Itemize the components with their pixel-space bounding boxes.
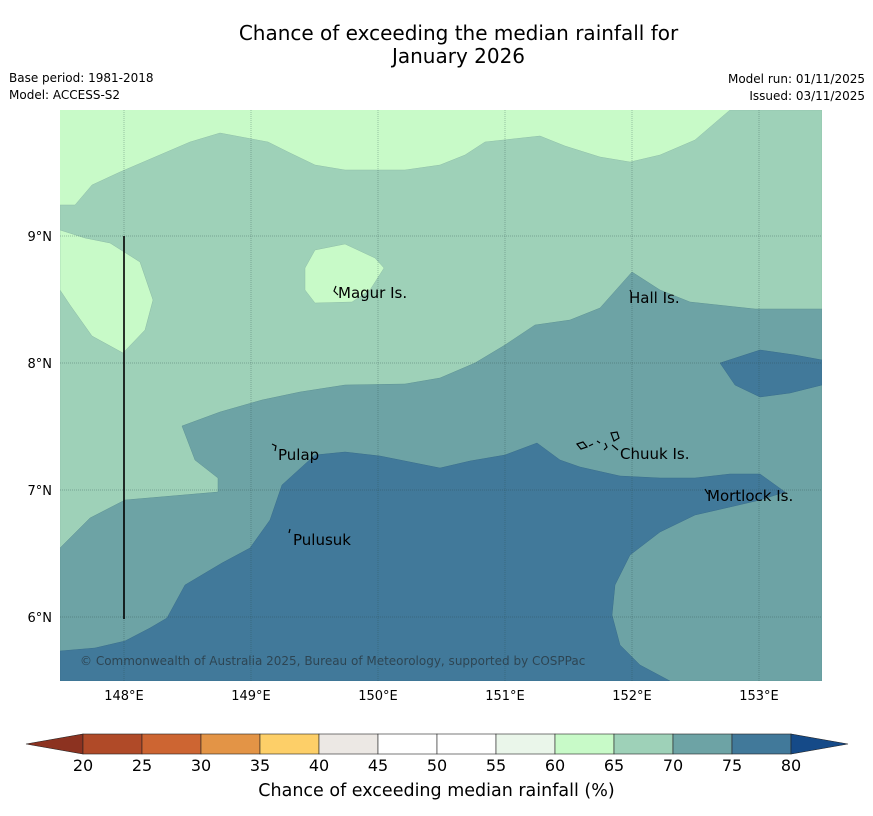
issued-text: Issued: 03/11/2025 — [749, 89, 865, 103]
lat-tick-6n: 6°N — [28, 611, 53, 626]
island-pulap — [271, 443, 277, 452]
zone-75-80-south — [60, 442, 786, 681]
colorbar-tick-label: 20 — [73, 756, 93, 775]
colorbar-extend-high — [790, 733, 849, 755]
copyright-text: © Commonwealth of Australia 2025, Bureau… — [80, 654, 585, 668]
colorbar-segment — [377, 733, 438, 755]
place-mortlock: Mortlock Is. — [707, 487, 793, 505]
lat-tick-7n: 7°N — [28, 484, 53, 499]
map-panel: Magur Is. Hall Is. Pulap Chuuk Is. Mortl… — [60, 110, 822, 681]
lon-tick-150e: 150°E — [358, 689, 398, 704]
base-period-text: Base period: 1981-2018 — [9, 71, 154, 85]
colorbar-label: Chance of exceeding median rainfall (%) — [258, 781, 615, 801]
colorbar-segment — [82, 733, 143, 755]
lon-tick-148e: 148°E — [104, 689, 144, 704]
lat-tick-8n: 8°N — [28, 357, 53, 372]
colorbar-extend-low — [25, 733, 84, 755]
meta-right: Model run: 01/11/2025 Issued: 03/11/2025 — [728, 71, 865, 105]
colorbar-tick-label: 80 — [781, 756, 801, 775]
colorbar-segment — [731, 733, 792, 755]
lat-gridlines — [60, 235, 822, 618]
colorbar-segment — [436, 733, 497, 755]
model-text: Model: ACCESS-S2 — [9, 88, 121, 102]
lat-tick-9n: 9°N — [28, 230, 53, 245]
place-chuuk: Chuuk Is. — [620, 445, 689, 463]
colorbar-tick-label: 40 — [309, 756, 329, 775]
colorbar-tick-label: 55 — [486, 756, 506, 775]
colorbar-tick-label: 65 — [604, 756, 624, 775]
colorbar-tick-label: 35 — [250, 756, 270, 775]
title-line-2: January 2026 — [391, 44, 526, 68]
zone-60-65-magur — [304, 243, 385, 304]
colorbar-tick-label: 75 — [722, 756, 742, 775]
colorbar-segment — [259, 733, 320, 755]
colorbar-segment — [613, 733, 674, 755]
islands — [271, 285, 709, 534]
colorbar-segment — [554, 733, 615, 755]
map-title: Chance of exceeding the median rainfall … — [0, 22, 873, 68]
lon-tick-153e: 153°E — [739, 689, 779, 704]
colorbar-tick-label: 60 — [545, 756, 565, 775]
meta-left: Base period: 1981-2018 Model: ACCESS-S2 — [9, 70, 154, 104]
colorbar-segment — [495, 733, 556, 755]
chuuk-atoll — [575, 431, 620, 451]
island-hall — [629, 289, 632, 293]
colorbar-segment — [318, 733, 379, 755]
colorbar-segment — [672, 733, 733, 755]
island-magur — [333, 285, 339, 296]
colorbar-tick-label: 50 — [427, 756, 447, 775]
lon-tick-151e: 151°E — [485, 689, 525, 704]
colorbar-tick-label: 70 — [663, 756, 683, 775]
title-line-1: Chance of exceeding the median rainfall … — [238, 21, 679, 45]
colorbar-segment — [200, 733, 261, 755]
lon-tick-labels: 148°E 149°E 150°E 151°E 152°E 153°E — [104, 689, 779, 704]
zone-75-80-east — [719, 349, 822, 398]
colorbar-tick-label: 25 — [132, 756, 152, 775]
place-pulap: Pulap — [278, 446, 319, 464]
colorbar: 20 25 30 35 40 45 50 55 60 65 70 75 80 — [25, 733, 849, 775]
island-mortlock — [704, 488, 709, 495]
lon-tick-152e: 152°E — [612, 689, 652, 704]
colorbar-tick-label: 45 — [368, 756, 388, 775]
lat-tick-labels: 9°N 8°N 7°N 6°N — [28, 230, 53, 626]
zone-60-65-west — [60, 229, 154, 354]
colorbar-tick-label: 30 — [191, 756, 211, 775]
lon-tick-149e: 149°E — [231, 689, 271, 704]
place-pulusuk: Pulusuk — [293, 531, 351, 549]
island-pulusuk — [288, 528, 291, 534]
colorbar-segment — [141, 733, 202, 755]
place-magur: Magur Is. — [338, 284, 407, 302]
place-hall: Hall Is. — [629, 289, 680, 307]
model-run-text: Model run: 01/11/2025 — [727, 72, 865, 86]
